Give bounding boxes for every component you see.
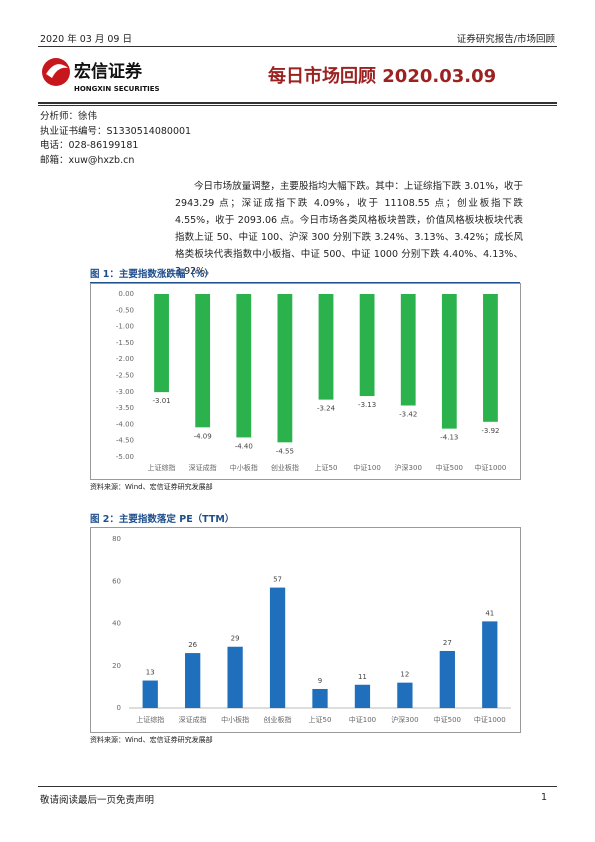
x-tick-label: 中证1000: [474, 715, 506, 724]
bar: [277, 294, 293, 443]
bar: [195, 294, 211, 428]
bar: [154, 294, 169, 393]
rule: [38, 102, 557, 106]
x-tick-label: 中证500: [434, 715, 461, 724]
rule: [38, 786, 557, 787]
y-tick-label: 40: [112, 620, 121, 628]
figure-source: 资料来源：Wind、宏信证券研究发展部: [90, 736, 213, 744]
y-tick-label: 60: [112, 577, 121, 585]
analyst-line: 电话：028-86199181: [40, 140, 139, 151]
x-tick-label: 沪深300: [391, 715, 418, 724]
data-label: -4.40: [235, 442, 253, 450]
bar: [359, 294, 375, 397]
data-label: -4.13: [440, 434, 458, 442]
y-tick-label: -2.00: [116, 355, 134, 363]
page-number: 1: [540, 792, 547, 803]
x-tick-label: 深证成指: [179, 715, 207, 724]
analyst-line: 邮箱：xuw@hxzb.cn: [40, 154, 135, 166]
bar: [482, 621, 498, 708]
data-label: -3.42: [399, 410, 417, 418]
report-title: 每日市场回顾 2020.03.09: [268, 66, 497, 87]
figure-source: 资料来源：Wind、宏信证券研究发展部: [90, 483, 213, 491]
figure-title: 图 2：主要指数落定 PE（TTM）: [90, 511, 520, 528]
y-tick-label: -0.50: [116, 306, 134, 314]
data-label: 29: [231, 635, 240, 643]
x-tick-label: 上证50: [309, 715, 332, 724]
chart: 0 20 40 60 80 上证综指 13 深证成指 26 中小板指 29 创业板指 57 上证50 9 中证…: [90, 527, 521, 733]
logo-en: HONGXIN SECURITIES: [74, 85, 160, 93]
data-label: 13: [146, 669, 155, 677]
data-label: 26: [188, 641, 197, 649]
y-tick-label: 0: [117, 704, 121, 712]
bar: [269, 587, 286, 708]
data-label: -4.09: [194, 432, 212, 440]
x-tick-label: 沪深300: [395, 463, 422, 472]
x-tick-label: 创业板指: [271, 463, 299, 472]
y-tick-label: -5.00: [116, 453, 134, 461]
figure-title: 图 1：主要指数涨跌幅（%）: [90, 266, 520, 283]
y-tick-label: 20: [112, 662, 121, 670]
category: 证券研究报告/市场回顾: [456, 34, 555, 45]
bar: [439, 650, 455, 708]
data-label: -4.55: [276, 447, 294, 455]
x-tick-label: 中证100: [353, 463, 380, 472]
bar: [483, 294, 498, 422]
y-tick-label: 80: [112, 535, 121, 543]
y-tick-label: -3.50: [116, 404, 134, 412]
bar: [185, 653, 201, 708]
y-tick-label: -3.00: [116, 388, 134, 396]
bar: [142, 680, 158, 708]
x-tick-label: 上证综指: [148, 463, 176, 472]
y-tick-label: -4.50: [116, 437, 134, 445]
x-tick-label: 中小板指: [230, 463, 258, 472]
bar: [312, 688, 328, 708]
x-tick-label: 中证100: [349, 715, 376, 724]
bar: [400, 294, 416, 406]
data-label: -3.92: [481, 427, 499, 435]
data-label: -3.24: [317, 405, 336, 413]
y-tick-label: -1.50: [116, 339, 134, 347]
disclaimer: 敬请阅读最后一页免责声明: [40, 795, 155, 806]
rule: [38, 46, 557, 47]
data-label: 11: [358, 673, 367, 681]
body-text: 今日市场放量调整，主要股指均大幅下跌。其中：上证综指下跌 3.01%，收于 29…: [175, 181, 523, 277]
bar: [354, 684, 371, 708]
x-tick-label: 中证500: [436, 463, 463, 472]
logo: 宏信证券 HONGXIN SECURITIES: [42, 58, 160, 93]
bar: [227, 646, 243, 708]
date: 2020 年 03 月 09 日: [40, 34, 132, 45]
data-label: 27: [443, 639, 452, 647]
y-tick-label: -4.00: [116, 420, 134, 428]
data-label: 9: [318, 677, 322, 685]
bar: [318, 294, 334, 400]
analyst-line: 分析师：徐伟: [40, 111, 98, 122]
x-tick-label: 上证50: [315, 463, 338, 472]
data-label: -3.01: [152, 397, 170, 405]
x-tick-label: 中证1000: [475, 463, 507, 472]
y-tick-label: -1.00: [116, 323, 134, 331]
x-tick-label: 深证成指: [189, 463, 217, 472]
data-label: 57: [273, 576, 282, 584]
x-tick-label: 上证综指: [136, 715, 164, 724]
y-tick-label: -2.50: [116, 372, 134, 380]
x-tick-label: 中小板指: [221, 715, 249, 724]
data-label: 41: [485, 609, 494, 617]
bar: [236, 294, 252, 438]
data-label: -3.13: [358, 401, 376, 409]
analyst-line: 执业证书编号：S1330514080001: [40, 125, 192, 137]
logo-cn: 宏信证券: [74, 61, 143, 82]
bar: [441, 294, 457, 429]
bar: [397, 682, 413, 708]
data-label: 12: [400, 671, 409, 679]
y-tick-label: 0.00: [118, 290, 134, 298]
x-tick-label: 创业板指: [264, 715, 292, 724]
analyst: 分析师：徐伟 执业证书编号：S1330514080001 电话：028-8619…: [40, 110, 191, 168]
chart: 0.00 -0.50 -1.00 -1.50 -2.00 -2.50 -3.00 -3.50 -…: [90, 283, 521, 480]
logo-swirl: [46, 64, 68, 78]
